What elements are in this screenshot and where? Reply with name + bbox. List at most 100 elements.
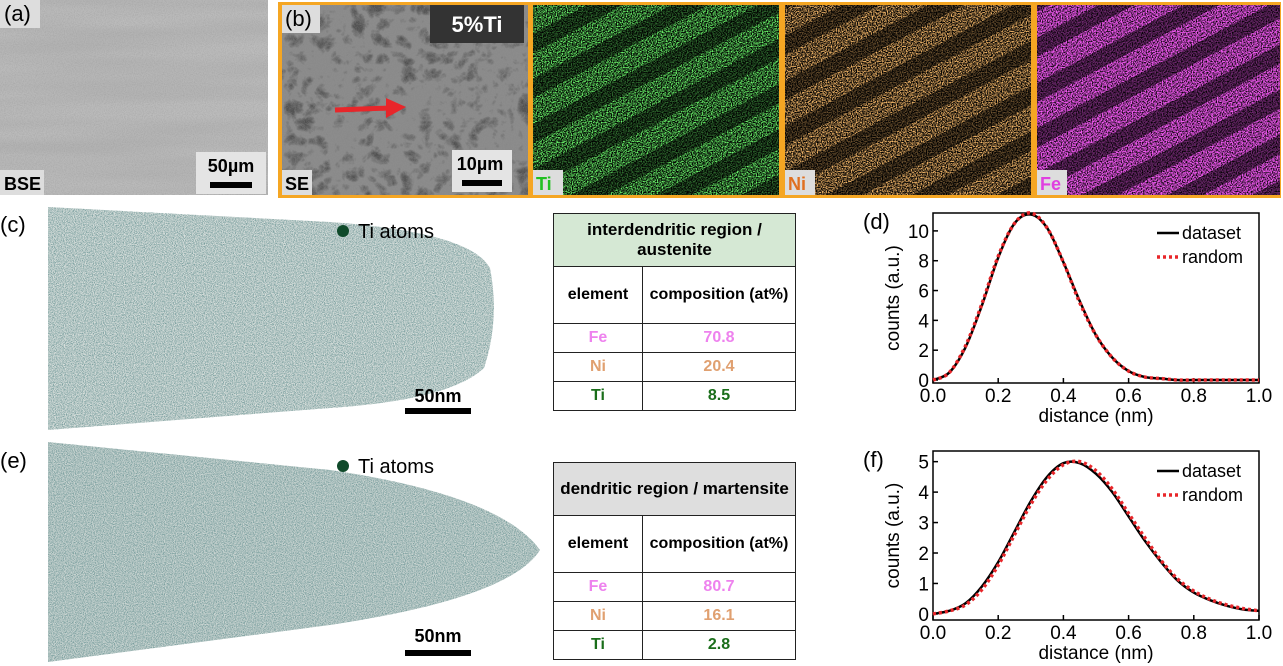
panel-label: (b): [285, 6, 312, 31]
table-row: Fe 70.8: [553, 323, 796, 353]
x-tick-label: 0.0: [920, 386, 946, 407]
y-tick-label: 4: [918, 311, 929, 332]
title-row: dendritic region / martensite: [553, 462, 796, 516]
atom-texture: [48, 207, 494, 430]
header-row: element composition (at%): [553, 515, 796, 573]
composition-cell: 70.8: [642, 323, 796, 353]
scale-label: 50nm: [414, 386, 461, 406]
y-axis-label: counts (a.u.): [883, 483, 904, 589]
map-tag: Ti: [536, 174, 552, 194]
y-tick-label: 3: [918, 514, 929, 535]
table-title: dendritic region / martensite: [553, 462, 796, 516]
scale-label: 10µm: [457, 154, 503, 174]
ni-bands: [785, 5, 1031, 195]
y-tick-label: 10: [908, 222, 929, 243]
x-tick-label: 0.6: [1115, 623, 1141, 644]
composition-cell: 2.8: [642, 630, 796, 660]
scale-bar: [462, 180, 502, 186]
x-tick-label: 1.0: [1246, 623, 1272, 644]
y-tick-label: 0: [918, 371, 929, 392]
y-tick-label: 1: [918, 574, 929, 595]
composition-cell: 16.1: [642, 601, 796, 631]
y-axis-label: counts (a.u.): [883, 245, 904, 351]
y-tick-label: 4: [918, 483, 929, 504]
plot-frame: [932, 450, 1260, 621]
x-tick-label: 0.0: [920, 623, 946, 644]
x-tick-label: 0.4: [1050, 623, 1077, 644]
map-tag: Ni: [788, 174, 806, 194]
sample-title: 5%Ti: [452, 12, 503, 37]
tag-bg: [785, 170, 815, 195]
legend-label: Ti atoms: [358, 221, 434, 243]
column-header: element: [553, 515, 643, 573]
fe-bands: [1037, 5, 1280, 195]
composition-cell: 8.5: [642, 381, 796, 411]
scale-label: 50µm: [208, 156, 254, 176]
panel-label: (f): [863, 447, 884, 472]
x-tick-label: 0.4: [1050, 386, 1077, 407]
tag-bg: [1037, 170, 1067, 195]
legend-dot: [337, 460, 349, 472]
table-row: Ni 16.1: [553, 601, 796, 631]
legend-label: random: [1182, 485, 1243, 505]
label-bg: [0, 0, 40, 28]
ti-bands: [533, 5, 779, 195]
y-tick-label: 0: [918, 605, 929, 626]
table-row: Ni 20.4: [553, 352, 796, 382]
plot-frame: [932, 212, 1260, 384]
x-tick-label: 0.8: [1181, 623, 1207, 644]
element-cell: Ni: [553, 601, 643, 631]
table-row: Ti 2.8: [553, 630, 796, 660]
map-tag: Fe: [1040, 174, 1061, 194]
panel-label: (c): [0, 212, 26, 237]
y-tick-label: 6: [918, 282, 929, 303]
scale-bar: [405, 650, 471, 656]
element-cell: Fe: [553, 572, 643, 602]
map-tags: SE Ti Ni Fe: [282, 170, 1067, 195]
composition-table: dendritic region / martensite element comp…: [553, 462, 796, 660]
tag-bg: [533, 170, 563, 195]
y-tick-label: 8: [918, 252, 929, 273]
x-tick-label: 0.2: [985, 386, 1011, 407]
element-cell: Ti: [553, 381, 643, 411]
series-line: [932, 460, 1260, 616]
table-row: Ti 8.5: [553, 381, 796, 411]
x-tick-label: 1.0: [1246, 386, 1272, 407]
y-tick-label: 2: [918, 341, 929, 362]
table-title: interdendritic region / austenite: [553, 213, 796, 267]
header-row: element composition (at%): [553, 266, 796, 324]
element-cell: Fe: [553, 323, 643, 353]
x-axis-label: distance (nm): [1038, 643, 1153, 664]
panel-label: (e): [0, 448, 27, 473]
column-header: element: [553, 266, 643, 324]
image-tag: BSE: [4, 174, 41, 194]
element-cell: Ti: [553, 630, 643, 660]
composition-cell: 80.7: [642, 572, 796, 602]
x-tick-label: 0.6: [1115, 386, 1141, 407]
table-row: Fe 80.7: [553, 572, 796, 602]
series-line: [932, 459, 1260, 616]
legend-label: dataset: [1182, 223, 1241, 243]
arrow-head: [386, 98, 406, 118]
y-tick-label: 2: [918, 544, 929, 565]
composition-cell: 20.4: [642, 352, 796, 382]
x-tick-label: 0.2: [985, 623, 1011, 644]
tag-bg: [282, 170, 312, 195]
legend-label: Ti atoms: [358, 456, 434, 478]
legend-label: dataset: [1182, 461, 1241, 481]
x-axis-label: distance (nm): [1038, 406, 1153, 427]
title-bg: [430, 5, 524, 43]
element-cell: Ni: [553, 352, 643, 382]
scale-label: 50nm: [414, 626, 461, 646]
scale-bar: [405, 408, 471, 414]
scale-bar: [210, 182, 252, 188]
panel-label: (d): [863, 209, 890, 234]
column-header: composition (at%): [642, 515, 796, 573]
legend-label: random: [1182, 247, 1243, 267]
arrow-shaft: [334, 105, 391, 113]
y-tick-label: 5: [918, 453, 929, 474]
title-row: interdendritic region / austenite: [553, 213, 796, 267]
